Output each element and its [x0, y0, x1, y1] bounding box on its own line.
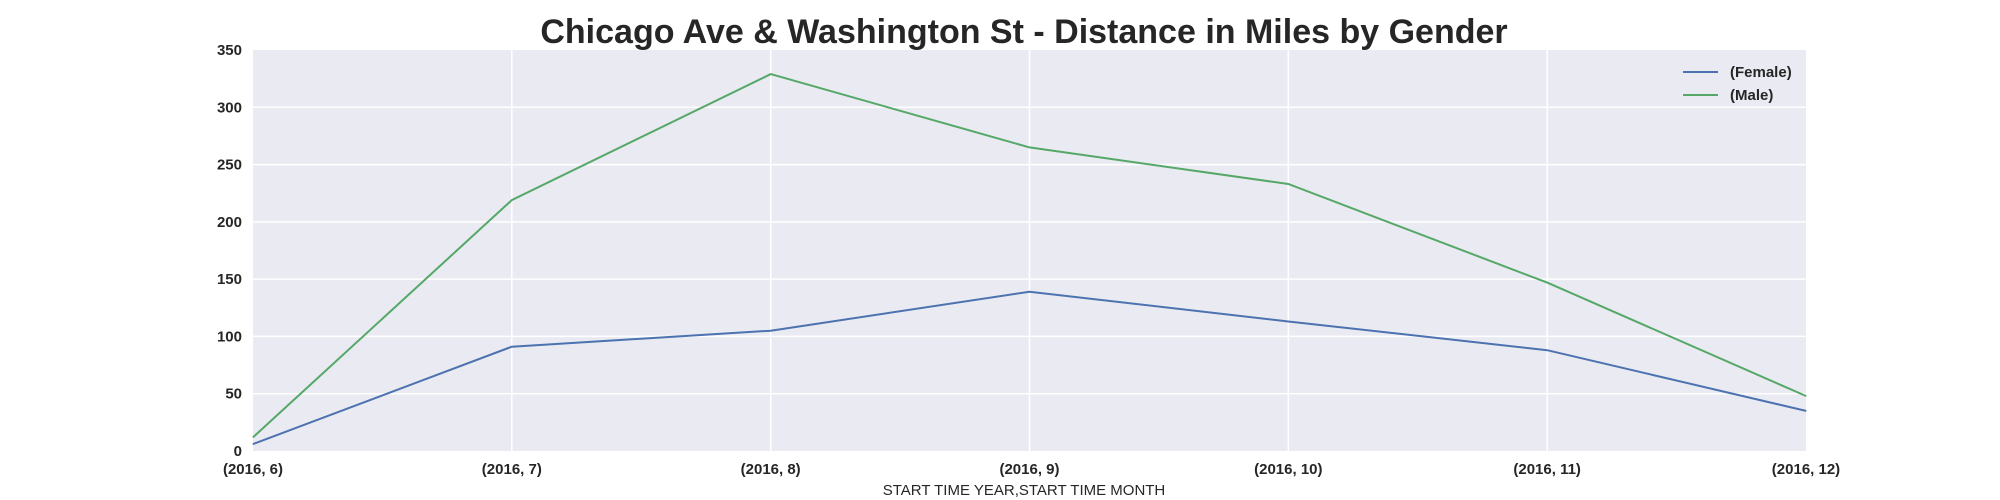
series-lines — [252, 73, 1807, 446]
y-tick-label: 300 — [217, 99, 242, 116]
x-tick-label: (2016, 9) — [999, 461, 1059, 478]
chart-title: Chicago Ave & Washington St - Distance i… — [540, 13, 1507, 51]
x-tick-label: (2016, 10) — [1254, 461, 1322, 478]
data-point — [1287, 321, 1289, 323]
x-axis-ticks: (2016, 6) (2016, 7) (2016, 8) (2016, 9) (201… — [223, 461, 1840, 478]
data-point — [770, 330, 772, 332]
data-point — [511, 199, 513, 201]
data-point — [1287, 183, 1289, 185]
gridlines — [253, 50, 1806, 451]
data-point — [1029, 146, 1030, 148]
y-tick-label: 200 — [217, 214, 242, 231]
data-point — [252, 436, 254, 438]
y-tick-label: 350 — [217, 42, 242, 59]
x-tick-label: (2016, 8) — [741, 461, 801, 478]
y-axis-ticks: 0 50 100 150 200 250 300 350 — [217, 42, 242, 460]
data-point — [770, 73, 772, 75]
data-point — [1805, 410, 1807, 412]
data-point — [1029, 291, 1030, 293]
y-tick-label: 150 — [217, 271, 242, 288]
data-point — [252, 443, 254, 445]
data-point — [1546, 349, 1548, 351]
data-point — [511, 346, 513, 348]
x-tick-label: (2016, 11) — [1513, 461, 1581, 478]
x-tick-label: (2016, 6) — [223, 461, 283, 478]
y-tick-label: 250 — [217, 157, 242, 174]
x-tick-label: (2016, 12) — [1772, 461, 1840, 478]
data-point — [1546, 282, 1548, 284]
y-tick-label: 0 — [234, 443, 242, 460]
y-tick-label: 50 — [225, 386, 242, 403]
y-tick-label: 100 — [217, 328, 242, 345]
x-axis-label: START TIME YEAR,START TIME MONTH — [883, 482, 1166, 499]
legend-label: (Female) — [1730, 64, 1792, 81]
x-tick-label: (2016, 7) — [482, 461, 542, 478]
legend: (Female) (Male) — [1683, 64, 1792, 104]
legend-label: (Male) — [1730, 87, 1773, 104]
data-point — [1805, 395, 1807, 397]
